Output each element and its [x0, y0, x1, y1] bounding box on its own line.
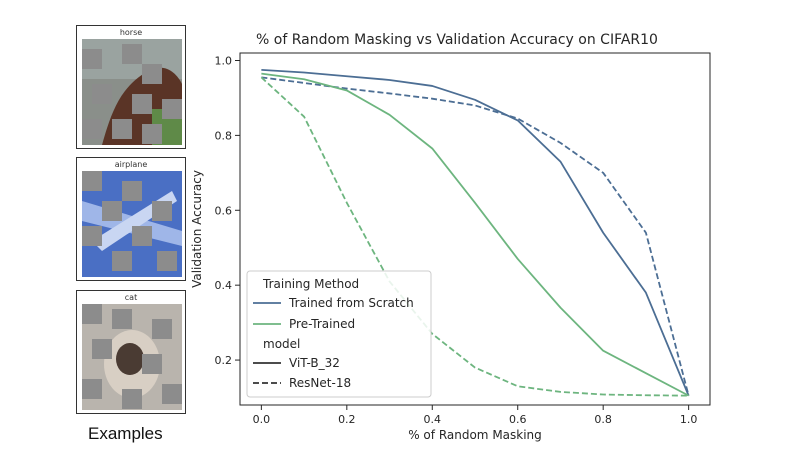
plot-frame: [239, 52, 711, 406]
y-tick-label: 0.4: [215, 279, 233, 292]
x-tick-label: 0.4: [424, 413, 442, 426]
example-card-horse: horse: [76, 25, 186, 149]
series-lines: [260, 68, 690, 397]
x-axis-label: % of Random Masking: [408, 428, 542, 442]
legend-label-vit: ViT-B_32: [289, 356, 340, 370]
y-tick-label: 0.8: [215, 129, 233, 142]
example-label-horse: horse: [119, 28, 143, 37]
legend-frame: [246, 270, 432, 398]
example-label-airplane: airplane: [114, 160, 148, 169]
example-card-cat: cat: [76, 290, 186, 414]
example-label-cat: cat: [124, 293, 138, 302]
y-tick-label: 1.0: [215, 54, 233, 67]
x-tick-label: 0.0: [253, 413, 271, 426]
legend-subtitle-model: model: [263, 337, 300, 351]
x-tick-label: 0.6: [509, 413, 527, 426]
series-line-pre-trained-vit-b-32: [261, 72, 690, 397]
legend: Training Method Trained from Scratch Pre…: [246, 270, 432, 398]
examples-caption: Examples: [88, 424, 163, 443]
x-tick-label: 0.8: [594, 413, 612, 426]
x-axis: 0.0 0.2 0.4 0.6 0.8 1.0: [253, 405, 698, 426]
series-line-pre-trained-resnet-18: [260, 76, 689, 397]
legend-title: Training Method: [262, 277, 359, 291]
y-axis: 0.2 0.4 0.6 0.8 1.0: [215, 54, 240, 367]
masked-airplane-image: [82, 171, 182, 277]
legend-label-scratch: Trained from Scratch: [288, 296, 414, 310]
x-tick-label: 0.2: [338, 413, 356, 426]
line-chart: % of Random Masking vs Validation Accura…: [190, 32, 711, 442]
legend-label-pretrained: Pre-Trained: [289, 317, 355, 331]
masked-cat-image: [82, 304, 182, 410]
masked-horse-image: [82, 39, 182, 145]
y-tick-label: 0.6: [215, 204, 233, 217]
y-tick-label: 0.2: [215, 354, 233, 367]
x-tick-label: 1.0: [680, 413, 698, 426]
series-line-trained-from-scratch-vit-b-32: [261, 68, 690, 396]
y-axis-label: Validation Accuracy: [190, 170, 204, 288]
legend-label-resnet: ResNet-18: [289, 376, 351, 390]
example-card-airplane: airplane: [76, 157, 186, 281]
chart-title: % of Random Masking vs Validation Accura…: [256, 32, 658, 48]
